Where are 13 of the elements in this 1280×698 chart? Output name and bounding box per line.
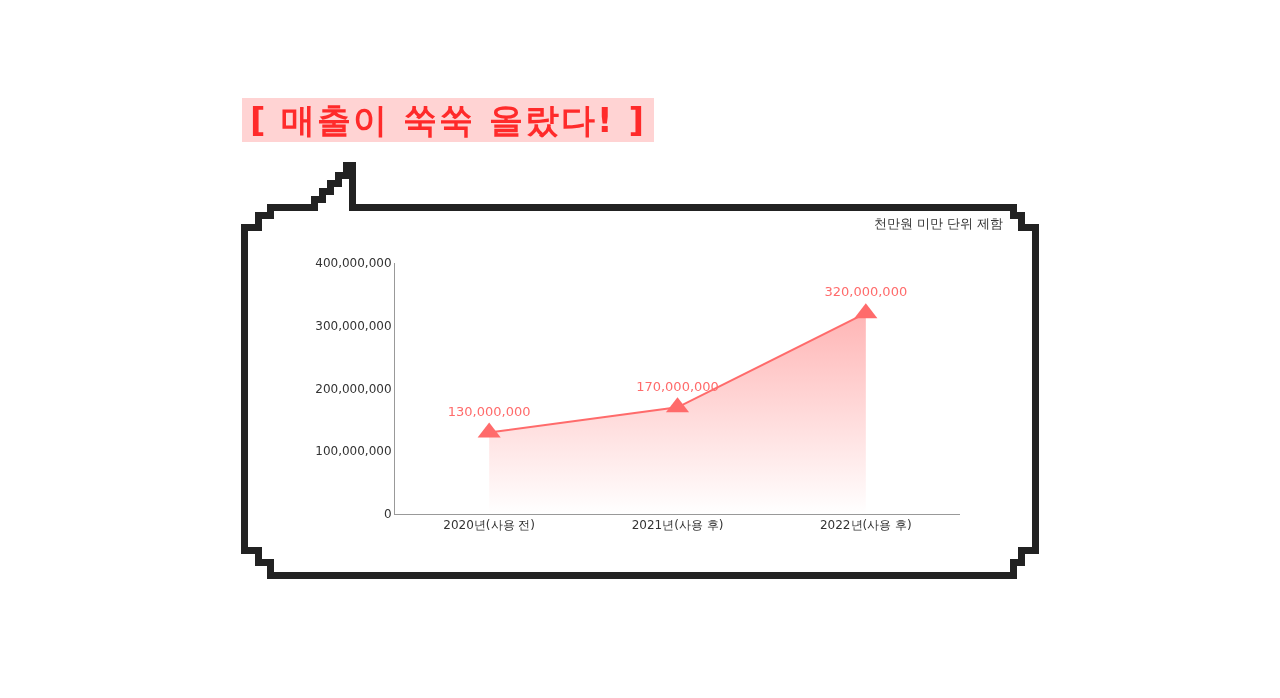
x-tick-label: 2020년(사용 전): [443, 518, 536, 533]
y-tick-label: 200,000,000: [315, 381, 392, 396]
x-tick-label: 2021년(사용 후): [631, 518, 724, 533]
chart-title: [ 매출이 쑥쑥 올랐다! ]: [242, 98, 654, 142]
text: 천만원 미만 단위 제함: [874, 216, 1004, 231]
y-tick-label: 400,000,000: [315, 256, 392, 271]
y-tick-label: 300,000,000: [315, 318, 392, 333]
x-tick-label: 2022년(사용 후): [819, 518, 912, 533]
data-label: 320,000,000: [824, 284, 908, 300]
y-tick-label: 0: [383, 507, 392, 522]
y-tick-label: 100,000,000: [315, 444, 392, 459]
data-label: 130,000,000: [447, 403, 531, 419]
data-label: 170,000,000: [636, 378, 719, 394]
